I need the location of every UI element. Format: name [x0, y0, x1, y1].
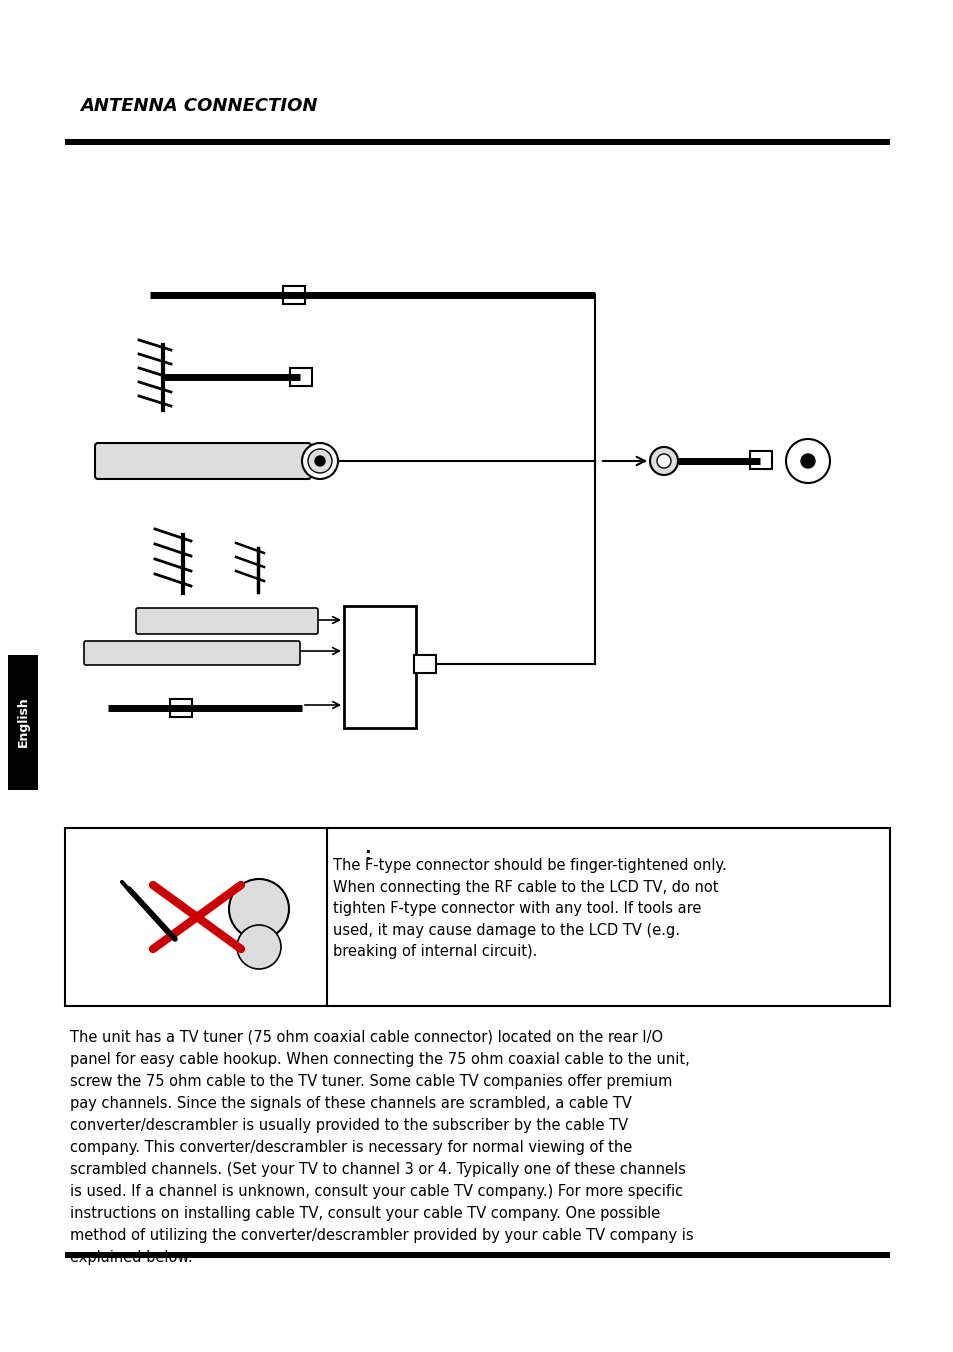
- Bar: [749, 452, 771, 469]
- Text: English: English: [16, 696, 30, 748]
- Bar: [65, 139, 889, 145]
- Bar: [283, 287, 305, 304]
- Bar: [344, 606, 416, 727]
- Bar: [290, 368, 312, 387]
- FancyBboxPatch shape: [84, 641, 299, 665]
- Circle shape: [236, 925, 281, 969]
- Bar: [65, 827, 889, 1006]
- FancyBboxPatch shape: [136, 608, 317, 634]
- Text: The F-type connector should be finger-tightened only.
When connecting the RF cab: The F-type connector should be finger-ti…: [333, 859, 726, 960]
- Text: ANTENNA CONNECTION: ANTENNA CONNECTION: [80, 97, 317, 115]
- Bar: [8, 654, 38, 790]
- Circle shape: [314, 456, 325, 466]
- Circle shape: [649, 448, 678, 475]
- Circle shape: [801, 454, 814, 468]
- Bar: [65, 1252, 889, 1257]
- Circle shape: [785, 439, 829, 483]
- Circle shape: [308, 449, 332, 473]
- FancyBboxPatch shape: [95, 443, 311, 479]
- Text: :: :: [363, 846, 370, 864]
- Circle shape: [229, 879, 289, 940]
- Circle shape: [657, 454, 670, 468]
- Circle shape: [302, 443, 337, 479]
- Bar: [170, 699, 192, 717]
- Bar: [414, 654, 436, 673]
- Text: The unit has a TV tuner (75 ohm coaxial cable connector) located on the rear I/O: The unit has a TV tuner (75 ohm coaxial …: [70, 1030, 693, 1264]
